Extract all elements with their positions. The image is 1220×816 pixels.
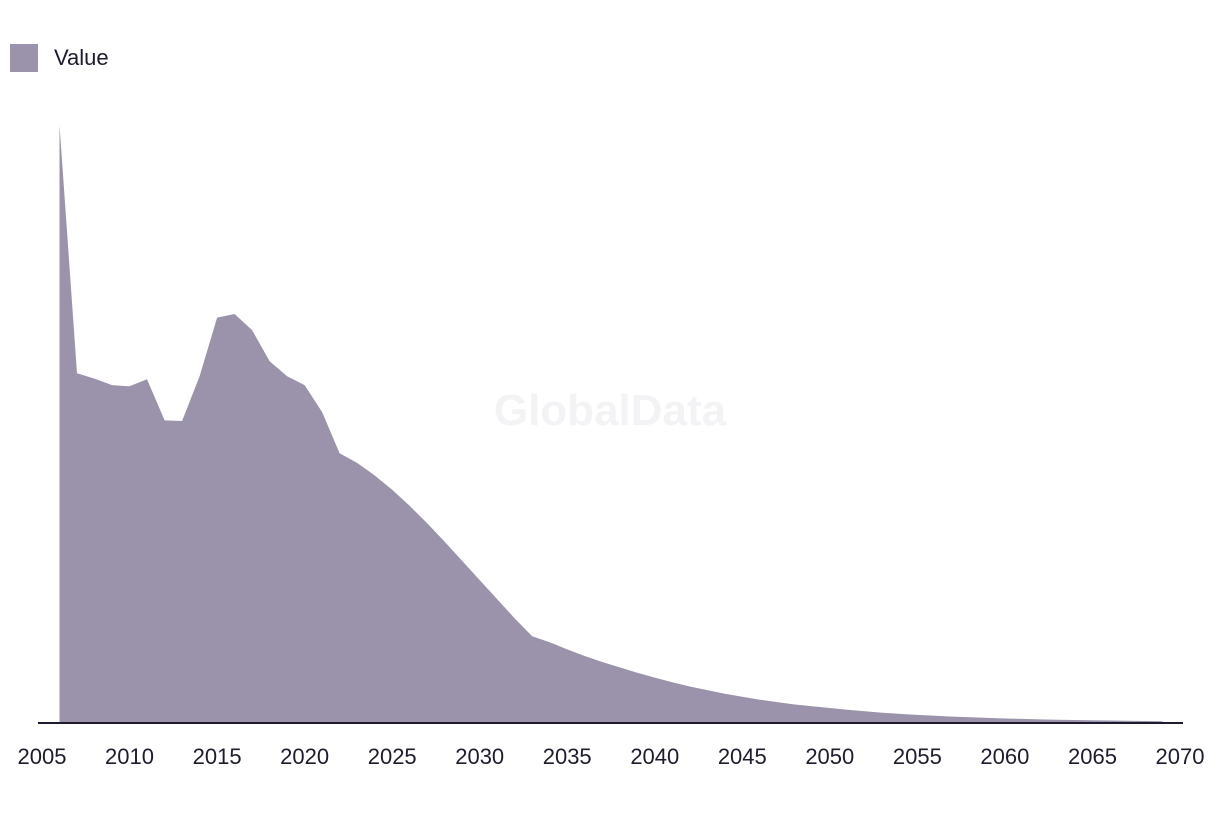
x-tick-label: 2050: [805, 744, 854, 769]
x-tick-label: 2010: [105, 744, 154, 769]
x-tick-label: 2020: [280, 744, 329, 769]
legend-label-value: Value: [54, 45, 109, 70]
legend: Value: [10, 44, 109, 72]
area-series-value: [59, 125, 1163, 723]
x-tick-label: 2060: [980, 744, 1029, 769]
x-tick-label: 2025: [368, 744, 417, 769]
x-tick-label: 2030: [455, 744, 504, 769]
x-tick-label: 2055: [893, 744, 942, 769]
x-tick-label: 2035: [543, 744, 592, 769]
x-tick-label: 2070: [1156, 744, 1205, 769]
legend-swatch: [10, 44, 38, 72]
x-tick-label: 2005: [18, 744, 67, 769]
x-tick-label: 2065: [1068, 744, 1117, 769]
x-tick-label: 2040: [630, 744, 679, 769]
x-tick-label: 2045: [718, 744, 767, 769]
x-axis-ticks: 2005 2010 2015 2020 2025 2030 2035 2040 2045 2050…: [18, 744, 1205, 769]
area-layer: [59, 125, 1163, 723]
watermark-text: GlobalData: [494, 386, 727, 435]
x-tick-label: 2015: [193, 744, 242, 769]
